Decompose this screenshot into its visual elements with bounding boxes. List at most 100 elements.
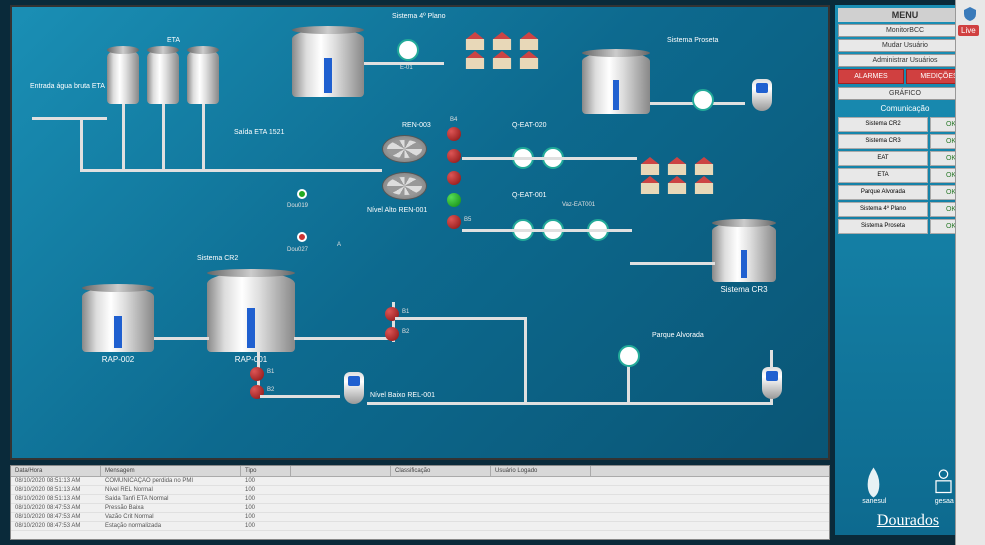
cr2-b2-label: B2 — [402, 329, 409, 335]
pump-b4[interactable] — [447, 127, 461, 141]
b4-label: B4 — [450, 117, 457, 123]
log-panel: Data/Hora Mensagem Tipo Classificação Us… — [10, 465, 830, 540]
tank-rap001: RAP-001 — [207, 272, 295, 352]
menu-title: MENU — [838, 8, 972, 22]
sensor-parque — [762, 367, 782, 399]
e01-label: E-01 — [400, 65, 413, 71]
status-label: ETA — [838, 168, 928, 183]
btn-alarmes[interactable]: ALARMES — [838, 69, 904, 84]
dou027-label: Dou027 — [287, 247, 308, 253]
pipe — [260, 395, 340, 398]
log-header: Data/Hora Mensagem Tipo Classificação Us… — [11, 466, 829, 477]
pipe — [524, 317, 527, 405]
logo1-text: sanesul — [862, 498, 886, 505]
sistproseta-label: Sistema Proseta — [667, 37, 718, 44]
log-row[interactable]: 08/10/2020 08:47:53 AMVazão Crit Normal1… — [11, 513, 829, 522]
btn-grafico[interactable]: GRÁFICO — [838, 87, 972, 100]
qeat001-label: Q-EAT-001 — [512, 192, 547, 199]
pipe — [202, 104, 205, 172]
sanesul-logo-icon — [861, 465, 886, 500]
turbine-ren001 — [382, 172, 427, 200]
pump-b3[interactable] — [447, 193, 461, 207]
btn-monitorbcc[interactable]: MonitorBCC — [838, 24, 972, 37]
ren001-label: Nível Alto REN-001 — [367, 207, 427, 214]
parquealv-label: Parque Alvorada — [652, 332, 704, 339]
live-badge: Live — [958, 25, 979, 36]
pipe — [462, 229, 632, 232]
pump-cr2-b3[interactable] — [250, 367, 264, 381]
tank-proseta — [582, 52, 650, 114]
scada-main-view: Entrada água bruta ETA 1904 ETA Sistema … — [10, 5, 830, 460]
status-label: Sistema CR3 — [838, 134, 928, 149]
log-row[interactable]: 08/10/2020 08:51:13 AMSaída Tanfi ETA No… — [11, 495, 829, 504]
gauge-proseta — [692, 89, 714, 111]
cr2-b3-label: B1 — [267, 369, 274, 375]
valve-dou027[interactable] — [297, 232, 307, 242]
status-label: Sistema 4º Plano — [838, 202, 928, 217]
pipe — [222, 169, 382, 172]
log-row[interactable]: 08/10/2020 08:51:13 AMNível REL Normal10… — [11, 486, 829, 495]
houses-mid — [637, 157, 727, 194]
valve-dou019[interactable] — [297, 189, 307, 199]
sidebar: MENU MonitorBCC Mudar Usuário Administra… — [835, 5, 975, 535]
pipe — [567, 157, 637, 160]
status-label: Parque Alvorada — [838, 185, 928, 200]
pipe — [122, 104, 125, 172]
rel001-label: Nível Baixo REL-001 — [370, 392, 435, 399]
log-row[interactable]: 08/10/2020 08:47:53 AMEstação normalizad… — [11, 522, 829, 531]
status-grid: Sistema CR2OK Sistema CR3OK EATOK ETAOK … — [838, 117, 972, 234]
pipe — [162, 104, 165, 172]
logo2-text: gesaa — [935, 498, 954, 505]
pump-b1[interactable] — [447, 149, 461, 163]
b5-label: B5 — [464, 217, 471, 223]
ren003-label: REN-003 — [402, 122, 431, 129]
qeat020-label: Q-EAT-020 — [512, 122, 547, 129]
pipe — [462, 157, 572, 160]
sensor-rel001 — [344, 372, 364, 404]
eta-label: ETA — [167, 37, 180, 44]
status-label: Sistema Proseta — [838, 219, 928, 234]
dou019-label: Dou019 — [287, 203, 308, 209]
status-label: Sistema CR2 — [838, 117, 928, 132]
gauge-e01 — [397, 39, 419, 61]
sistcr2-label: Sistema CR2 — [197, 255, 238, 262]
log-row[interactable]: 08/10/2020 08:51:13 AMCOMUNICAÇÃO perdid… — [11, 477, 829, 486]
pipe — [367, 402, 627, 405]
pipe — [294, 337, 394, 340]
log-row[interactable]: 08/10/2020 08:47:53 AMPressão Baixa100 — [11, 504, 829, 513]
eat001-label: Vaz-EAT001 — [562, 202, 595, 208]
pump-b2[interactable] — [447, 171, 461, 185]
right-browser-strip: Live — [955, 0, 985, 545]
sensor-proseta — [752, 79, 772, 111]
saidaeta-label: Saída ETA 1521 — [234, 129, 284, 136]
pipe — [364, 62, 444, 65]
pipe — [154, 337, 209, 340]
sist4plano-label: Sistema 4º Plano — [392, 13, 446, 20]
status-label: EAT — [838, 151, 928, 166]
pipe — [627, 402, 772, 405]
pipe — [80, 117, 83, 172]
pump-b5[interactable] — [447, 215, 461, 229]
btn-mudar-usuario[interactable]: Mudar Usuário — [838, 39, 972, 52]
tank-eta-3 — [187, 49, 219, 104]
gauge-parque — [618, 345, 640, 367]
tank-eta-1 — [107, 49, 139, 104]
pipe — [395, 317, 525, 320]
pump-cr2-b2[interactable] — [385, 327, 399, 341]
comm-title: Comunicação — [838, 102, 972, 115]
turbine-ren003 — [382, 135, 427, 163]
houses-4plano — [462, 32, 552, 69]
shield-icon — [962, 6, 978, 22]
btn-admin-usuarios[interactable]: Administrar Usuários — [838, 54, 972, 67]
tank-rap002: RAP-002 — [82, 287, 154, 352]
tank-4plano — [292, 29, 364, 97]
pipe — [32, 117, 107, 120]
gesaa-logo-icon — [931, 465, 956, 500]
cr2-b1-label: B1 — [402, 309, 409, 315]
tank-cr3: Sistema CR3 — [712, 222, 776, 282]
tank-eta-2 — [147, 49, 179, 104]
pipe — [80, 169, 230, 172]
pipe — [630, 262, 715, 265]
cr2-b4-label: B2 — [267, 387, 274, 393]
a-label: A — [337, 242, 341, 248]
